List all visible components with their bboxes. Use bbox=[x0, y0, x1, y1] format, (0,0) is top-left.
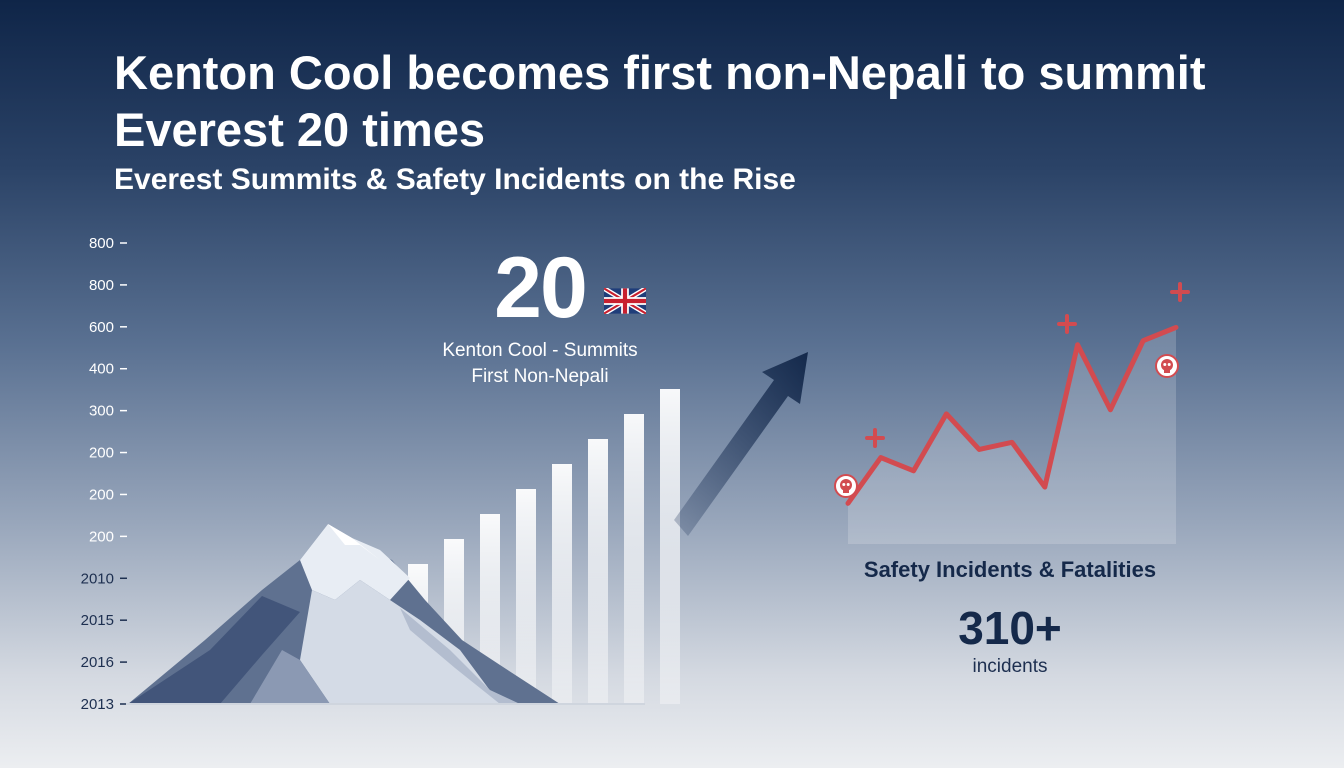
summit-bar bbox=[516, 489, 536, 704]
incidents-value: 310+ bbox=[958, 602, 1062, 654]
incidents-line bbox=[845, 324, 1179, 506]
skull-icon bbox=[1155, 354, 1179, 378]
uk-flag-icon bbox=[604, 288, 646, 314]
summit-bar bbox=[660, 389, 680, 704]
incidents-area bbox=[848, 327, 1176, 544]
summit-count: 20 bbox=[494, 240, 588, 336]
y-tick-label: 600 bbox=[89, 319, 114, 336]
incidents-unit: incidents bbox=[972, 656, 1048, 677]
summit-bar bbox=[552, 464, 572, 704]
plus-icon bbox=[1170, 282, 1190, 302]
plus-icon bbox=[865, 428, 885, 448]
summit-bar bbox=[588, 439, 608, 704]
y-tick-label: 200 bbox=[89, 528, 114, 545]
y-tick-label: 2013 bbox=[81, 696, 114, 713]
y-tick-label: 800 bbox=[89, 235, 114, 252]
y-tick-label: 400 bbox=[89, 361, 114, 378]
y-tick-label: 200 bbox=[89, 486, 114, 503]
y-tick-label: 200 bbox=[89, 445, 114, 462]
skull-icon bbox=[834, 474, 858, 498]
summit-label: Kenton Cool - Summits First Non-Nepali bbox=[410, 338, 670, 390]
y-tick-label: 2016 bbox=[81, 654, 114, 671]
mountain-illustration bbox=[128, 524, 560, 704]
y-tick-label: 300 bbox=[89, 403, 114, 420]
plus-icon bbox=[1057, 314, 1077, 334]
y-tick-label: 2010 bbox=[81, 570, 114, 587]
summit-bar bbox=[624, 414, 644, 704]
trend-arrow-icon bbox=[674, 352, 808, 536]
summit-y-axis: 800 800 600 400 300 200 200 200 2010 2015 2016 2013 bbox=[81, 235, 127, 713]
summit-bars bbox=[408, 389, 680, 704]
headline: Kenton Cool becomes first non-Nepali to … bbox=[114, 46, 1206, 156]
incidents-chart bbox=[834, 282, 1190, 544]
y-tick-label: 2015 bbox=[81, 612, 114, 629]
incident-markers bbox=[834, 282, 1190, 498]
incidents-title: Safety Incidents & Fatalities bbox=[863, 557, 1157, 582]
y-tick-label: 800 bbox=[89, 277, 114, 294]
summit-label-line2: First Non-Nepali bbox=[471, 366, 609, 387]
subheadline: Everest Summits & Safety Incidents on th… bbox=[114, 163, 796, 196]
summit-label-line1: Kenton Cool - Summits bbox=[442, 340, 638, 361]
